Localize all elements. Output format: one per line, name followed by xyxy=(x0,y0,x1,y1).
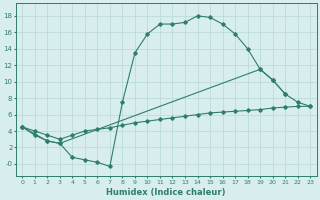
X-axis label: Humidex (Indice chaleur): Humidex (Indice chaleur) xyxy=(107,188,226,197)
